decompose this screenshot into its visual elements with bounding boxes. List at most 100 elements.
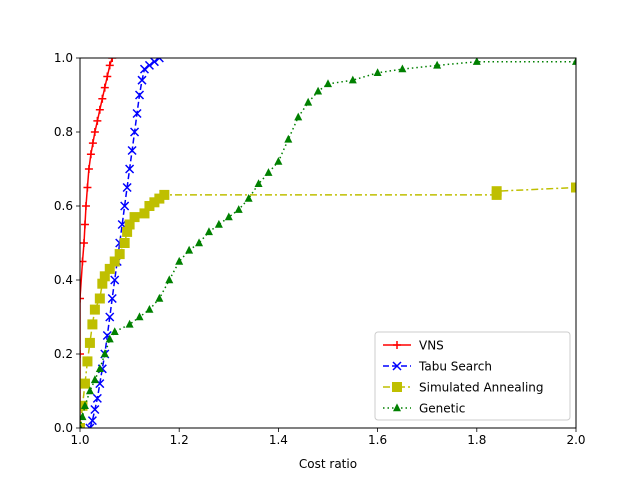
data-point — [80, 378, 90, 389]
data-point — [130, 127, 140, 137]
data-point — [129, 212, 140, 223]
data-point — [105, 312, 115, 322]
data-point — [234, 205, 243, 213]
axis-ticks: 1.0 1.2 1.4 1.6 1.8 2.0 0.0 0.2 0.4 0.6 0.8 1.0 — [54, 51, 586, 447]
data-point — [107, 293, 117, 304]
x-axis-label: Cost ratio — [299, 457, 357, 471]
data-point — [324, 79, 332, 88]
plot-frame — [79, 57, 577, 429]
data-point — [92, 393, 102, 403]
legend-marker — [392, 361, 402, 371]
x-tick-label: 1.4 — [269, 433, 288, 447]
data-point — [93, 116, 102, 125]
data-point — [433, 60, 442, 69]
data-point — [81, 202, 90, 210]
y-tick-label: 1.0 — [54, 51, 73, 65]
data-point — [80, 220, 89, 229]
data-point — [145, 305, 154, 313]
data-point — [80, 401, 89, 409]
x-tick-label: 2.0 — [566, 433, 585, 447]
data-point — [472, 58, 481, 65]
legend-marker — [393, 403, 401, 412]
data-point — [119, 238, 130, 248]
legend-item: Genetic — [383, 402, 465, 416]
data-point — [244, 194, 253, 202]
data-point — [214, 219, 223, 228]
series-2 — [80, 182, 576, 428]
data-point — [108, 58, 117, 62]
data-point — [86, 150, 95, 159]
data-point — [105, 61, 114, 70]
data-point — [127, 145, 137, 156]
legend-box — [374, 331, 571, 421]
data-point — [132, 108, 142, 119]
data-point — [87, 319, 98, 330]
data-point — [99, 271, 110, 282]
data-point — [90, 128, 99, 136]
data-point — [254, 179, 263, 187]
data-point — [571, 182, 576, 193]
data-point — [84, 337, 95, 348]
data-point — [80, 350, 84, 358]
x-tick-label: 1.2 — [170, 433, 189, 447]
data-point — [80, 412, 87, 421]
legend-marker — [393, 341, 401, 349]
data-point — [125, 319, 134, 328]
y-tick-label: 0.8 — [54, 125, 73, 139]
data-point — [100, 83, 109, 92]
data-point — [109, 256, 120, 267]
legend-item: Tabu Search — [383, 360, 492, 374]
data-point — [204, 227, 213, 236]
data-point — [125, 164, 135, 174]
data-point — [83, 183, 92, 192]
data-point — [110, 275, 120, 285]
y-tick-label: 0.6 — [54, 199, 73, 213]
data-point — [95, 105, 104, 114]
data-point — [90, 404, 100, 415]
series-layer — [80, 58, 576, 428]
data-point — [94, 293, 105, 304]
data-point — [80, 294, 84, 303]
data-point — [135, 312, 144, 321]
y-tick-label: 0.4 — [54, 273, 73, 287]
data-point — [80, 257, 87, 266]
data-point — [294, 112, 303, 121]
data-point — [224, 212, 233, 221]
data-point — [98, 94, 107, 103]
data-point — [137, 75, 147, 85]
data-point — [348, 75, 357, 84]
data-point — [82, 356, 93, 367]
data-point — [165, 275, 174, 284]
data-point — [185, 245, 194, 254]
x-tick-label: 1.6 — [368, 433, 387, 447]
series-line — [89, 58, 160, 428]
data-point — [144, 60, 154, 70]
data-point — [398, 64, 407, 73]
legend: VNS Tabu Search Simulated Annealing Genetic — [374, 331, 571, 421]
data-point — [274, 157, 283, 165]
data-point — [304, 97, 313, 106]
data-point — [87, 416, 97, 426]
data-point — [120, 201, 130, 211]
data-point — [175, 256, 184, 265]
data-point — [105, 334, 114, 343]
data-point — [103, 72, 112, 81]
data-point — [491, 186, 502, 197]
data-point — [159, 189, 170, 200]
data-point — [572, 58, 576, 65]
series-3 — [80, 58, 576, 428]
data-point — [80, 239, 88, 247]
data-point — [89, 304, 100, 315]
y-tick-label: 0.0 — [54, 421, 73, 435]
data-point — [195, 238, 204, 247]
x-tick-label: 1.0 — [70, 433, 89, 447]
data-point — [80, 423, 85, 428]
data-point — [122, 226, 133, 237]
data-point — [124, 219, 135, 230]
data-point — [97, 278, 108, 289]
data-point — [95, 364, 104, 372]
data-point — [373, 68, 382, 76]
data-point — [85, 386, 94, 395]
data-point — [155, 293, 164, 302]
